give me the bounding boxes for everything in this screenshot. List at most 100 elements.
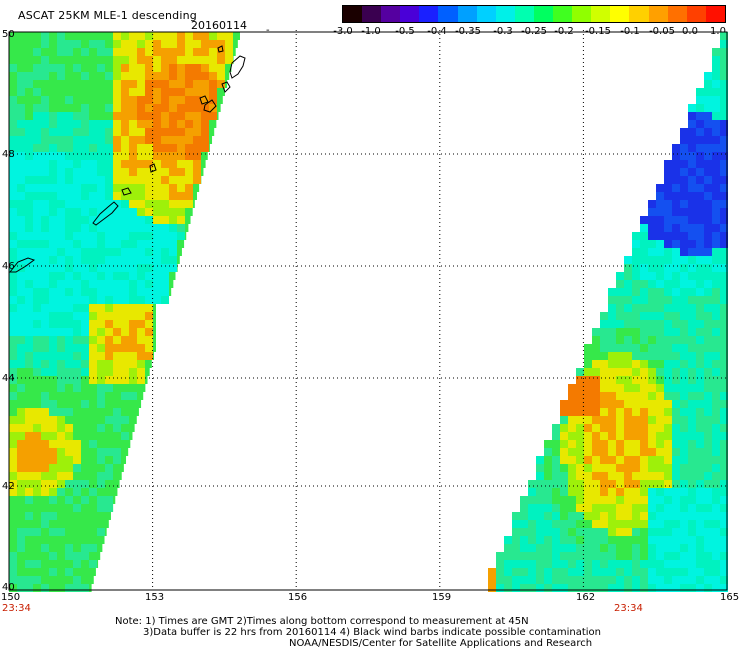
data-cell xyxy=(209,56,217,64)
data-cell xyxy=(17,384,25,392)
data-cell xyxy=(49,328,57,336)
data-cell xyxy=(41,96,49,104)
data-cell xyxy=(704,536,712,544)
data-cell xyxy=(664,440,672,448)
data-cell xyxy=(161,184,169,192)
data-cell xyxy=(41,216,49,224)
data-cell xyxy=(209,128,215,136)
data-cell xyxy=(57,184,65,192)
data-cell xyxy=(89,480,97,488)
data-cell xyxy=(600,336,608,344)
data-cell xyxy=(33,528,41,536)
data-cell xyxy=(97,416,105,424)
data-cell xyxy=(49,232,57,240)
data-cell xyxy=(81,576,89,584)
data-cell xyxy=(720,32,728,40)
data-cell xyxy=(81,248,89,256)
data-cell xyxy=(65,264,73,272)
data-cell xyxy=(201,48,209,56)
data-cell xyxy=(121,104,129,112)
data-cell xyxy=(73,472,81,480)
data-cell xyxy=(81,384,89,392)
data-cell xyxy=(105,512,111,520)
data-cell xyxy=(720,208,728,216)
data-cell xyxy=(65,408,73,416)
data-cell xyxy=(688,104,696,112)
data-cell xyxy=(153,248,161,256)
data-cell xyxy=(664,240,672,248)
data-cell xyxy=(688,304,696,312)
data-cell xyxy=(89,264,97,272)
data-cell xyxy=(113,304,121,312)
data-cell xyxy=(49,192,57,200)
data-cell xyxy=(496,576,504,584)
data-cell xyxy=(648,488,656,496)
data-cell xyxy=(616,424,624,432)
data-cell xyxy=(49,208,57,216)
stray-mark: - xyxy=(266,25,270,36)
data-cell xyxy=(49,112,57,120)
data-cell xyxy=(600,432,608,440)
data-cell xyxy=(185,80,193,88)
data-cell xyxy=(33,32,41,40)
data-cell xyxy=(720,296,728,304)
data-cell xyxy=(552,560,560,568)
data-cell xyxy=(201,136,209,144)
data-cell xyxy=(672,504,680,512)
data-cell xyxy=(640,216,648,224)
data-cell xyxy=(640,352,648,360)
data-cell xyxy=(560,576,568,584)
data-cell xyxy=(17,488,25,496)
data-cell xyxy=(696,256,704,264)
data-cell xyxy=(568,544,576,552)
data-cell xyxy=(73,296,81,304)
data-cell xyxy=(193,56,201,64)
data-cell xyxy=(664,224,672,232)
data-cell xyxy=(656,408,664,416)
data-cell xyxy=(177,40,185,48)
data-cell xyxy=(97,320,105,328)
data-cell xyxy=(712,512,720,520)
data-cell xyxy=(57,48,65,56)
data-cell xyxy=(41,288,49,296)
data-cell xyxy=(656,280,664,288)
data-cell xyxy=(664,368,672,376)
data-cell xyxy=(105,48,113,56)
data-cell xyxy=(153,48,161,56)
data-cell xyxy=(17,432,25,440)
data-cell xyxy=(113,120,121,128)
data-cell xyxy=(608,464,616,472)
data-cell xyxy=(600,384,608,392)
data-cell xyxy=(113,32,121,40)
data-cell xyxy=(201,40,209,48)
data-cell xyxy=(161,80,169,88)
data-cell xyxy=(217,112,219,120)
data-cell xyxy=(65,48,73,56)
data-cell xyxy=(25,360,33,368)
data-cell xyxy=(648,504,656,512)
data-cell xyxy=(688,568,696,576)
data-cell xyxy=(25,200,33,208)
data-cell xyxy=(49,288,57,296)
data-cell xyxy=(25,264,33,272)
data-cell xyxy=(672,296,680,304)
data-cell xyxy=(608,456,616,464)
data-cell xyxy=(65,424,73,432)
data-cell xyxy=(17,264,25,272)
data-cell xyxy=(97,72,105,80)
data-cell xyxy=(193,104,201,112)
data-cell xyxy=(25,552,33,560)
data-cell xyxy=(33,200,41,208)
data-cell xyxy=(616,504,624,512)
data-cell xyxy=(201,64,209,72)
data-cell xyxy=(129,176,137,184)
data-cell xyxy=(145,320,153,328)
data-cell xyxy=(9,488,17,496)
data-cell xyxy=(584,552,592,560)
data-cell xyxy=(129,224,137,232)
data-cell xyxy=(568,384,576,392)
data-cell xyxy=(648,560,656,568)
data-cell xyxy=(488,584,496,592)
data-cell xyxy=(552,448,560,456)
